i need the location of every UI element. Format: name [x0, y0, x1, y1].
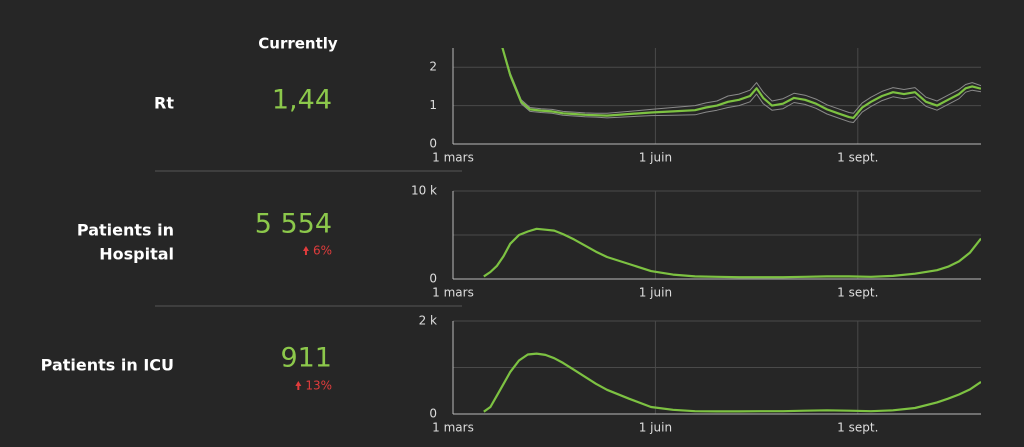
y-tick-label: 2 k [419, 314, 437, 328]
y-tick-label: 0 [429, 407, 437, 421]
header: Currently [258, 35, 338, 53]
row-label: Hospital [99, 245, 174, 264]
x-tick-label: 1 juin [639, 286, 672, 300]
x-tick-label: 1 mars [432, 151, 474, 165]
x-tick-label: 1 juin [639, 421, 672, 435]
x-tick-label: 1 sept. [837, 421, 878, 435]
y-tick-label: 1 [429, 98, 437, 112]
x-tick-label: 1 mars [432, 421, 474, 435]
line [483, 227, 981, 279]
x-tick-label: 1 sept. [837, 151, 878, 165]
up-arrow [302, 246, 309, 255]
row-label: Rt [154, 94, 174, 113]
x-tick-label: 1 sept. [837, 286, 878, 300]
row-label: Patients in [77, 221, 174, 240]
y-tick-label: 0 [429, 137, 437, 151]
row-label: Patients in ICU [41, 356, 174, 375]
line [483, 352, 981, 413]
y-tick-label: 10 k [411, 184, 437, 198]
change: 6% [313, 244, 332, 258]
x-tick-label: 1 mars [432, 286, 474, 300]
up-arrow [295, 381, 302, 390]
y-tick-label: 2 [429, 60, 437, 74]
current-value: 5 554 [255, 209, 332, 240]
current-value: 911 [280, 343, 332, 374]
line [501, 48, 981, 123]
y-tick-label: 0 [429, 272, 437, 286]
current-value: 1,44 [272, 85, 332, 116]
line [501, 48, 981, 119]
change: 13% [305, 379, 332, 393]
line [502, 48, 981, 114]
x-tick-label: 1 juin [639, 151, 672, 165]
